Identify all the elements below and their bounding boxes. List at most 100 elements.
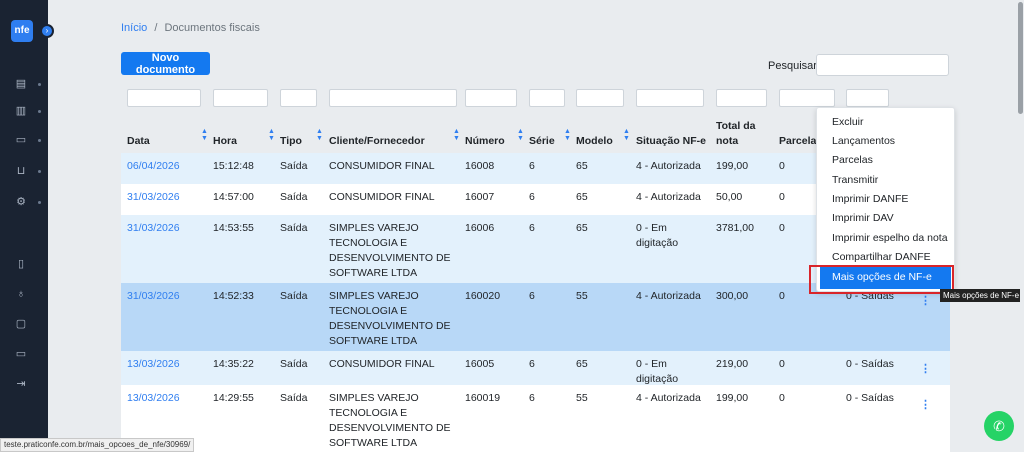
more-options-icon[interactable]: ⋮ [920, 363, 931, 375]
logout-icon[interactable]: ⇥ [16, 378, 26, 390]
microphone-icon[interactable]: ♁ [16, 288, 26, 300]
column-header-data[interactable]: Data [127, 135, 150, 147]
dropdown-item[interactable]: Excluir [832, 116, 864, 128]
dropdown-item[interactable]: Imprimir espelho da nota [832, 232, 948, 244]
row-client: CONSUMIDOR FINAL [329, 357, 435, 372]
scrollbar-thumb[interactable] [1018, 2, 1023, 114]
filter-input-6[interactable] [529, 89, 565, 107]
row-date-link[interactable]: 13/03/2026 [127, 392, 180, 404]
sort-icon[interactable]: ▲▼ [623, 128, 630, 142]
filter-input-1[interactable] [127, 89, 201, 107]
cart-icon[interactable]: ⊔ [16, 165, 26, 177]
row-client-line: TECNOLOGIA E [329, 407, 408, 419]
filter-input-9[interactable] [716, 89, 767, 107]
filter-input-2[interactable] [213, 89, 268, 107]
row-series: 6 [529, 222, 535, 234]
column-header-serie[interactable]: Série [529, 135, 555, 147]
row-series: 6 [529, 191, 535, 203]
filter-input-4[interactable] [329, 89, 457, 107]
table-row[interactable]: 13/03/2026 14:35:22 Saída CONSUMIDOR FINAL 1… [121, 351, 950, 385]
dropdown-item[interactable]: Lançamentos [832, 135, 896, 147]
nav-expand-dot [38, 201, 41, 204]
row-client: SIMPLES VAREJO TECNOLOGIA E DESENVOLVIMENT… [329, 391, 451, 451]
row-date-link[interactable]: 31/03/2026 [127, 290, 180, 302]
row-status-line: 4 - Autorizada [636, 290, 701, 302]
row-status: 4 - Autorizada [636, 159, 701, 174]
column-header-situacao[interactable]: Situação NF-e [636, 135, 707, 147]
row-actions-dropdown: Excluir Lançamentos Parcelas Transmitir Impr… [816, 107, 955, 292]
row-model: 65 [576, 358, 588, 370]
filter-input-11[interactable] [846, 89, 889, 107]
nav-expand-dot [38, 170, 41, 173]
column-header-tipo[interactable]: Tipo [280, 135, 302, 147]
dropdown-item[interactable]: Imprimir DAV [832, 212, 894, 224]
sort-icon[interactable]: ▲▼ [564, 128, 571, 142]
highlight-box [809, 265, 954, 294]
row-time: 14:53:55 [213, 222, 254, 234]
sort-icon[interactable]: ▲▼ [268, 128, 275, 142]
nav-expand-dot [38, 110, 41, 113]
row-status: 4 - Autorizada [636, 190, 701, 205]
table-row[interactable]: 31/03/2026 14:53:55 Saída SIMPLES VAREJO TEC… [121, 215, 950, 283]
row-model: 65 [576, 222, 588, 234]
filter-input-10[interactable] [779, 89, 835, 107]
scrollbar-track[interactable] [1017, 0, 1024, 452]
receipt-icon[interactable]: ▤ [15, 78, 27, 90]
sort-icon[interactable]: ▲▼ [201, 128, 208, 142]
table-row[interactable]: 06/04/2026 15:12:48 Saída CONSUMIDOR FINAL 1… [121, 153, 950, 184]
table-row[interactable]: 31/03/2026 14:52:33 Saída SIMPLES VAREJO TEC… [121, 283, 950, 351]
dropdown-item[interactable]: Parcelas [832, 154, 873, 166]
dropdown-item[interactable]: Imprimir DANFE [832, 193, 909, 205]
row-date-link[interactable]: 31/03/2026 [127, 222, 180, 234]
filter-input-5[interactable] [465, 89, 517, 107]
column-header-cliente[interactable]: Cliente/Fornecedor [329, 135, 425, 147]
row-client: SIMPLES VAREJO TECNOLOGIA E DESENVOLVIMENT… [329, 221, 451, 281]
filter-input-8[interactable] [636, 89, 704, 107]
dropdown-item-more-nfe-options[interactable]: Mais opções de NF-e [820, 267, 951, 289]
row-status-line: 4 - Autorizada [636, 160, 701, 172]
row-status: 0 - Em digitação [636, 221, 678, 251]
more-options-icon[interactable]: ⋮ [920, 295, 931, 307]
dropdown-item[interactable]: Compartilhar DANFE [832, 251, 931, 263]
row-installments: 0 [779, 191, 785, 203]
chevron-right-icon[interactable]: › [40, 24, 54, 38]
table-row[interactable]: 31/03/2026 14:57:00 Saída CONSUMIDOR FINAL 1… [121, 184, 950, 215]
row-client: SIMPLES VAREJO TECNOLOGIA E DESENVOLVIMENT… [329, 289, 451, 349]
gear-icon[interactable]: ⚙ [16, 196, 26, 208]
row-date-link[interactable]: 06/04/2026 [127, 160, 180, 172]
column-header-numero[interactable]: Número [465, 135, 505, 147]
row-type: Saída [280, 358, 308, 370]
row-total: 199,00 [716, 392, 749, 404]
search-input[interactable] [816, 54, 949, 76]
filter-input-3[interactable] [280, 89, 317, 107]
row-status-line: 0 - Em [636, 358, 667, 370]
row-status-line: digitação [636, 237, 679, 249]
app-logo[interactable]: nfe [11, 20, 33, 42]
folder-icon[interactable]: ▭ [15, 134, 27, 146]
book-icon[interactable]: ▯ [17, 258, 25, 270]
whatsapp-icon[interactable]: ✆ [984, 411, 1014, 441]
breadcrumb-home-link[interactable]: Início [121, 22, 148, 34]
row-date-link[interactable]: 31/03/2026 [127, 191, 180, 203]
filter-input-7[interactable] [576, 89, 624, 107]
column-header-modelo[interactable]: Modelo [576, 135, 613, 147]
bag-icon[interactable]: ▢ [15, 318, 27, 330]
column-header-total-l1[interactable]: Total da [716, 120, 756, 132]
dropdown-item[interactable]: Transmitir [832, 174, 879, 186]
row-installments: 0 [779, 290, 785, 302]
row-date-link[interactable]: 13/03/2026 [127, 358, 180, 370]
table-row[interactable]: 13/03/2026 14:29:55 Saída SIMPLES VAREJO TEC… [121, 385, 950, 452]
monitor-icon[interactable]: ▭ [15, 348, 27, 360]
column-header-parcelas[interactable]: Parcelas [779, 135, 823, 147]
row-status-line: 4 - Autorizada [636, 392, 701, 404]
sort-icon[interactable]: ▲▼ [453, 128, 460, 142]
new-document-button[interactable]: Novo documento [121, 52, 210, 76]
sort-icon[interactable]: ▲▼ [316, 128, 323, 142]
sort-icon[interactable]: ▲▼ [517, 128, 524, 142]
chart-icon[interactable]: ▥ [15, 105, 27, 117]
more-options-icon[interactable]: ⋮ [920, 399, 931, 411]
tooltip: Mais opções de NF-e [940, 289, 1020, 302]
row-type: Saída [280, 222, 308, 234]
row-model: 65 [576, 160, 588, 172]
column-header-hora[interactable]: Hora [213, 135, 237, 147]
